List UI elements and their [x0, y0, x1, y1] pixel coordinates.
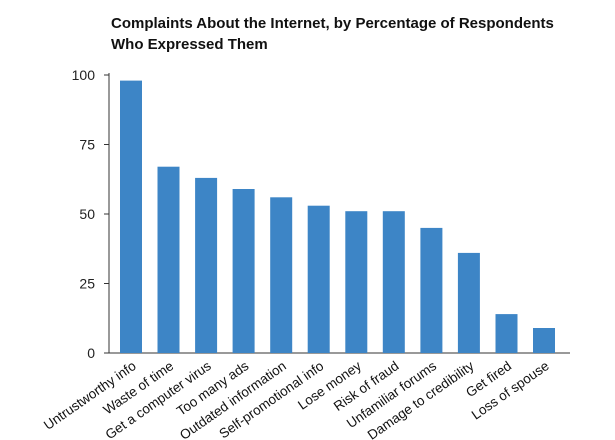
y-tick-label-75: 75 — [79, 137, 95, 153]
bar-1 — [120, 80, 142, 353]
chart-title-line-2: Who Expressed Them — [111, 36, 268, 53]
y-tick-label-25: 25 — [79, 276, 95, 292]
bar-9 — [420, 227, 443, 353]
bar-2 — [157, 166, 180, 353]
bar-12 — [533, 328, 555, 353]
bar-7 — [345, 211, 368, 353]
y-tick-label-0: 0 — [87, 345, 95, 361]
bar-8 — [382, 211, 405, 353]
bar-3 — [195, 177, 218, 353]
y-tick-label-50: 50 — [79, 206, 95, 222]
bar-11 — [495, 314, 518, 353]
y-tick-label-100: 100 — [72, 67, 96, 83]
bar-6 — [307, 205, 330, 353]
bar-5 — [270, 197, 293, 353]
chart-title: Complaints About the Internet, by Percen… — [111, 13, 591, 55]
bar-10 — [457, 252, 480, 353]
bar-4 — [232, 189, 255, 353]
chart-title-line-1: Complaints About the Internet, by Percen… — [111, 15, 554, 32]
